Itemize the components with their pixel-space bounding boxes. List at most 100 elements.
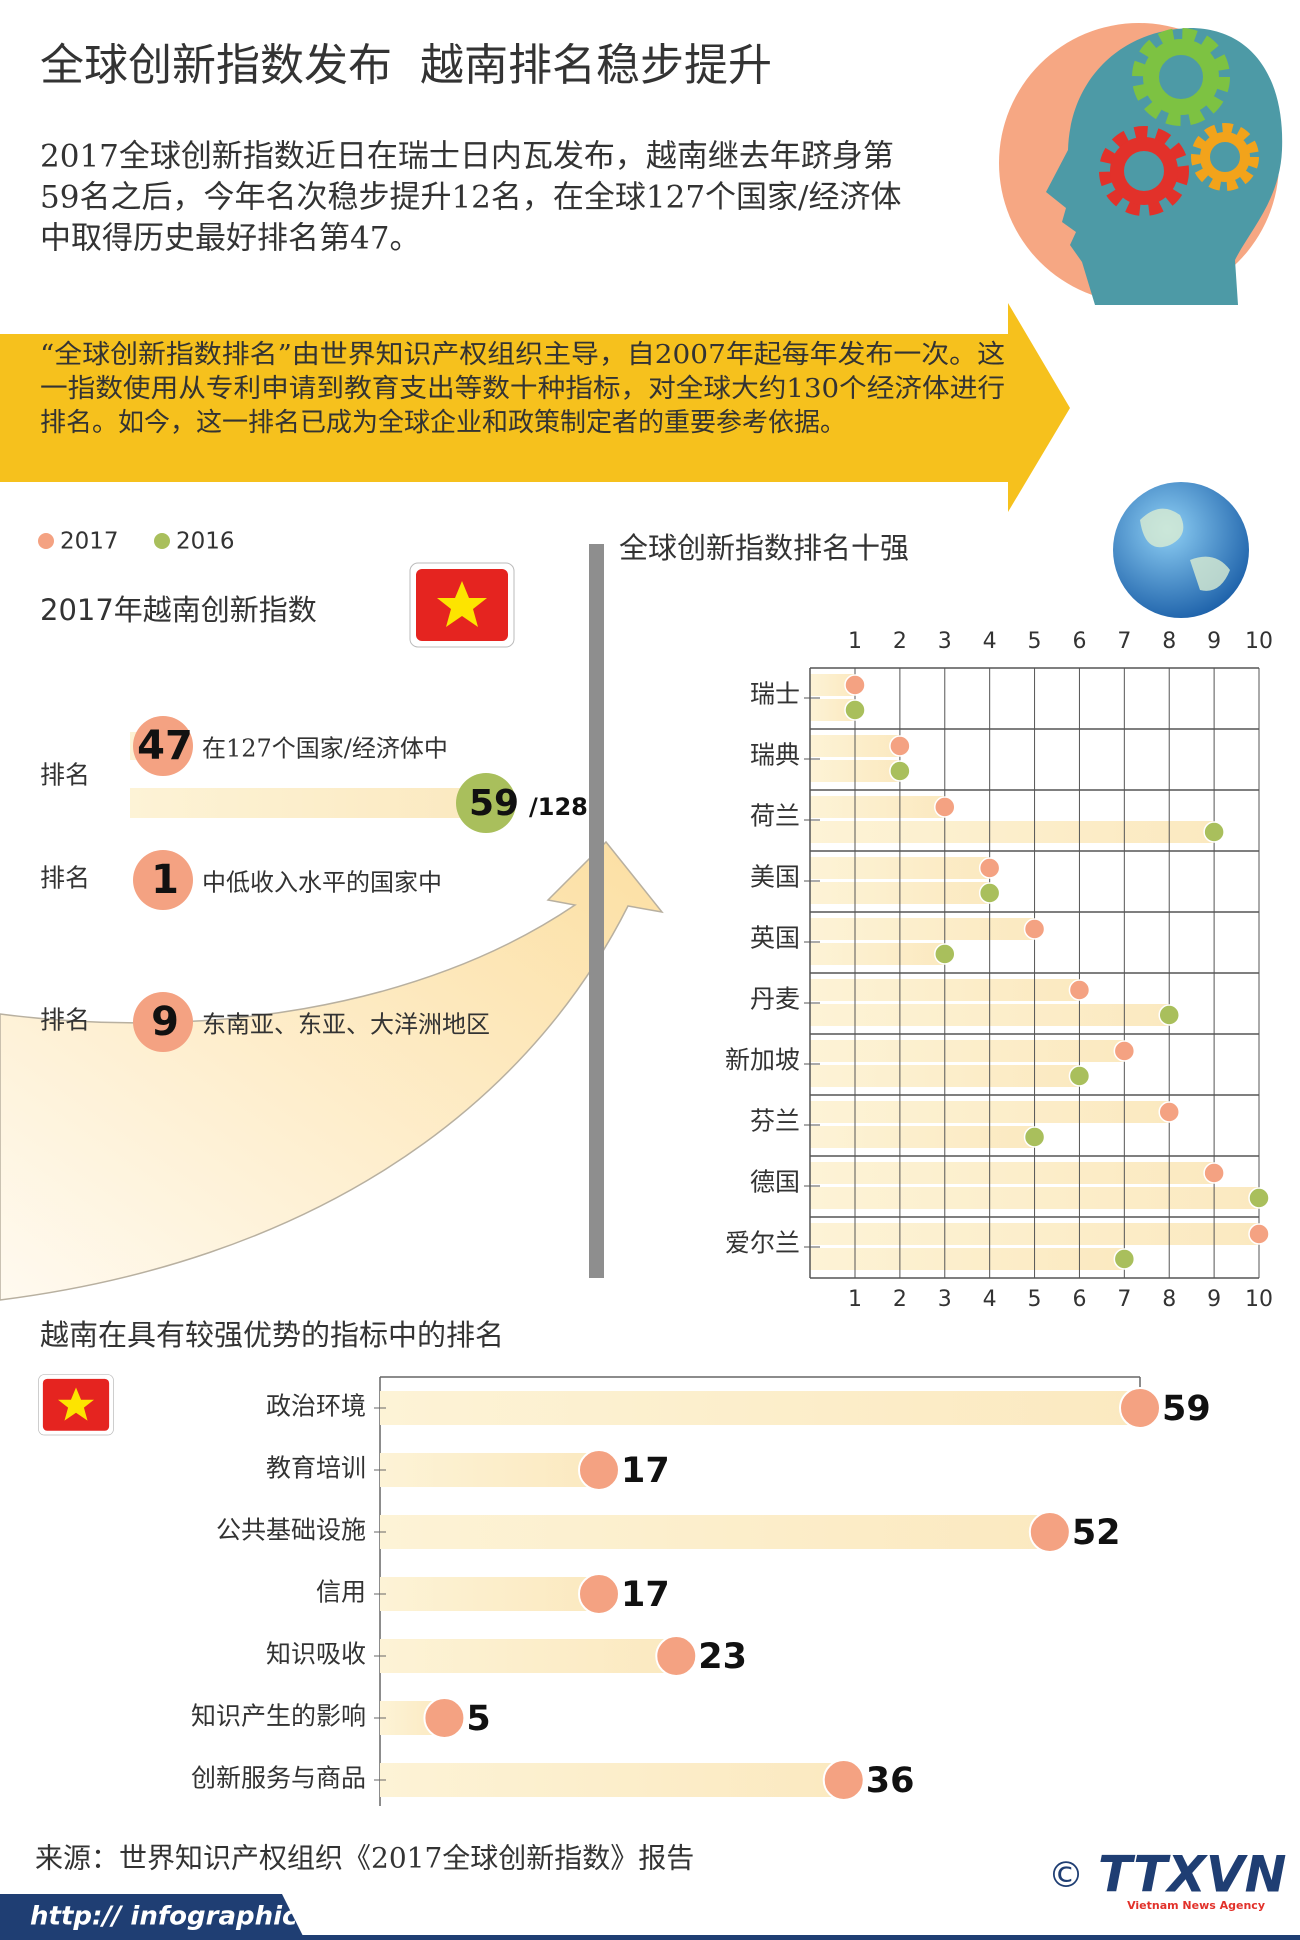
bar (810, 674, 855, 696)
url-strip (0, 1894, 305, 1940)
value-label: 23 (698, 1637, 747, 1677)
dot (844, 674, 866, 696)
x-tick-label: 10 (1245, 1287, 1273, 1312)
y-tick-label: 创新服务与商品 (191, 1764, 366, 1793)
bar (810, 1162, 1215, 1184)
bar (810, 918, 1035, 940)
y-tick-label: 瑞典 (750, 741, 800, 770)
bar (380, 1577, 599, 1611)
x-tick-label: 3 (938, 1287, 952, 1312)
banner-line: “全球创新指数排名”由世界知识产权组织主导，自2007年起每年发布一次。这 (40, 340, 1005, 370)
bar (810, 1248, 1125, 1270)
dot (1068, 979, 1091, 1001)
y-tick-label: 英国 (750, 924, 800, 953)
bar-end (655, 1635, 698, 1677)
banner-line: 一指数使用从专利申请到教育支出等数十种指标，对全球大约130个经济体进行 (40, 374, 1005, 404)
rank-badge (133, 992, 193, 1052)
rank-label: 排名 (40, 1006, 90, 1035)
y-tick-label: 教育培训 (266, 1454, 366, 1483)
rank-value: 1 (151, 857, 179, 903)
rank-badge (456, 773, 516, 833)
legend-marker (154, 533, 170, 549)
banner-line: 排名。如今，这一排名已成为全球企业和政策制定者的重要参考依据。 (40, 408, 846, 438)
dot (1158, 1004, 1180, 1026)
rank-note: 在127个国家/经济体中 (202, 735, 448, 763)
bar (810, 821, 1215, 843)
divider (589, 544, 604, 1278)
y-tick-label: 新加坡 (725, 1046, 800, 1075)
dot (934, 796, 956, 818)
x-tick-label: 10 (1245, 629, 1273, 654)
intro-line: 2017全球创新指数近日在瑞士日内瓦发布，越南继去年跻身第 (40, 139, 894, 175)
copyright: © (1048, 1855, 1084, 1896)
footer-line (0, 1935, 1300, 1940)
bar (380, 1453, 599, 1487)
y-tick-label: 知识吸收 (266, 1640, 366, 1669)
dot (1023, 918, 1046, 940)
globe-land (1140, 508, 1230, 591)
value-label: 52 (1072, 1513, 1121, 1553)
y-tick-label: 知识产生的影响 (191, 1702, 366, 1731)
dot (1248, 1223, 1270, 1245)
banner (0, 303, 1070, 512)
x-tick-label: 6 (1072, 629, 1086, 654)
rank-previous: 59 (469, 783, 519, 824)
dot (1158, 1101, 1180, 1123)
x-tick-label: 6 (1072, 1287, 1086, 1312)
bar-end (423, 1697, 466, 1739)
bar (810, 943, 945, 965)
chart-title: 全球创新指数排名十强 (619, 531, 909, 565)
dot (1068, 1065, 1091, 1087)
rank-badge (133, 850, 193, 910)
x-tick-label: 9 (1207, 629, 1221, 654)
dot (934, 943, 956, 965)
y-tick-label: 丹麦 (750, 985, 800, 1014)
flag (409, 562, 515, 648)
bar (810, 1126, 1035, 1148)
bar (810, 796, 945, 818)
value-label: 5 (466, 1699, 490, 1739)
bar (380, 1391, 1140, 1425)
bar (810, 1040, 1125, 1062)
value-label: 59 (1162, 1389, 1211, 1429)
url: http:// infographics.vn (30, 1902, 358, 1932)
x-tick-label: 8 (1162, 629, 1176, 654)
bar-end (577, 1449, 620, 1491)
legend-label: 2017 (60, 529, 119, 555)
bar-end (577, 1573, 620, 1615)
growth-arrow (0, 840, 664, 1301)
y-tick-label: 瑞士 (750, 680, 800, 709)
x-tick-label: 7 (1117, 1287, 1131, 1312)
y-tick-label: 美国 (750, 863, 800, 892)
x-tick-label: 2 (893, 629, 907, 654)
head-illustration (999, 23, 1283, 305)
rank-note: 中低收入水平的国家中 (202, 869, 442, 897)
dot (978, 857, 1001, 879)
x-tick-label: 7 (1117, 629, 1131, 654)
agency: Vietnam News Agency (1127, 1899, 1265, 1912)
y-tick-label: 荷兰 (750, 802, 800, 831)
y-tick-label: 公共基础设施 (216, 1516, 366, 1545)
chart-title: 越南在具有较强优势的指标中的排名 (40, 1318, 504, 1352)
rank-value: 47 (137, 723, 193, 769)
y-tick-label: 信用 (316, 1578, 366, 1607)
rank-bar (130, 788, 486, 818)
rank-value: 9 (151, 999, 179, 1045)
legend-label: 2016 (176, 529, 235, 555)
dot (1113, 1040, 1136, 1062)
x-tick-label: 5 (1028, 629, 1042, 654)
y-tick-label: 德国 (750, 1168, 800, 1197)
rank-label: 排名 (40, 761, 90, 790)
flag (38, 1374, 114, 1436)
x-tick-label: 1 (848, 629, 862, 654)
rank-label: 排名 (40, 864, 90, 893)
source: 来源：世界知识产权组织《2017全球创新指数》报告 (35, 1842, 694, 1875)
x-tick-label: 9 (1207, 1287, 1221, 1312)
dot (1023, 1126, 1046, 1148)
x-tick-label: 1 (848, 1287, 862, 1312)
bar-end (1028, 1511, 1071, 1553)
bar (810, 699, 855, 721)
dot (844, 699, 866, 721)
intro-line: 59名之后，今年名次稳步提升12名，在全球127个国家/经济体 (40, 180, 902, 216)
